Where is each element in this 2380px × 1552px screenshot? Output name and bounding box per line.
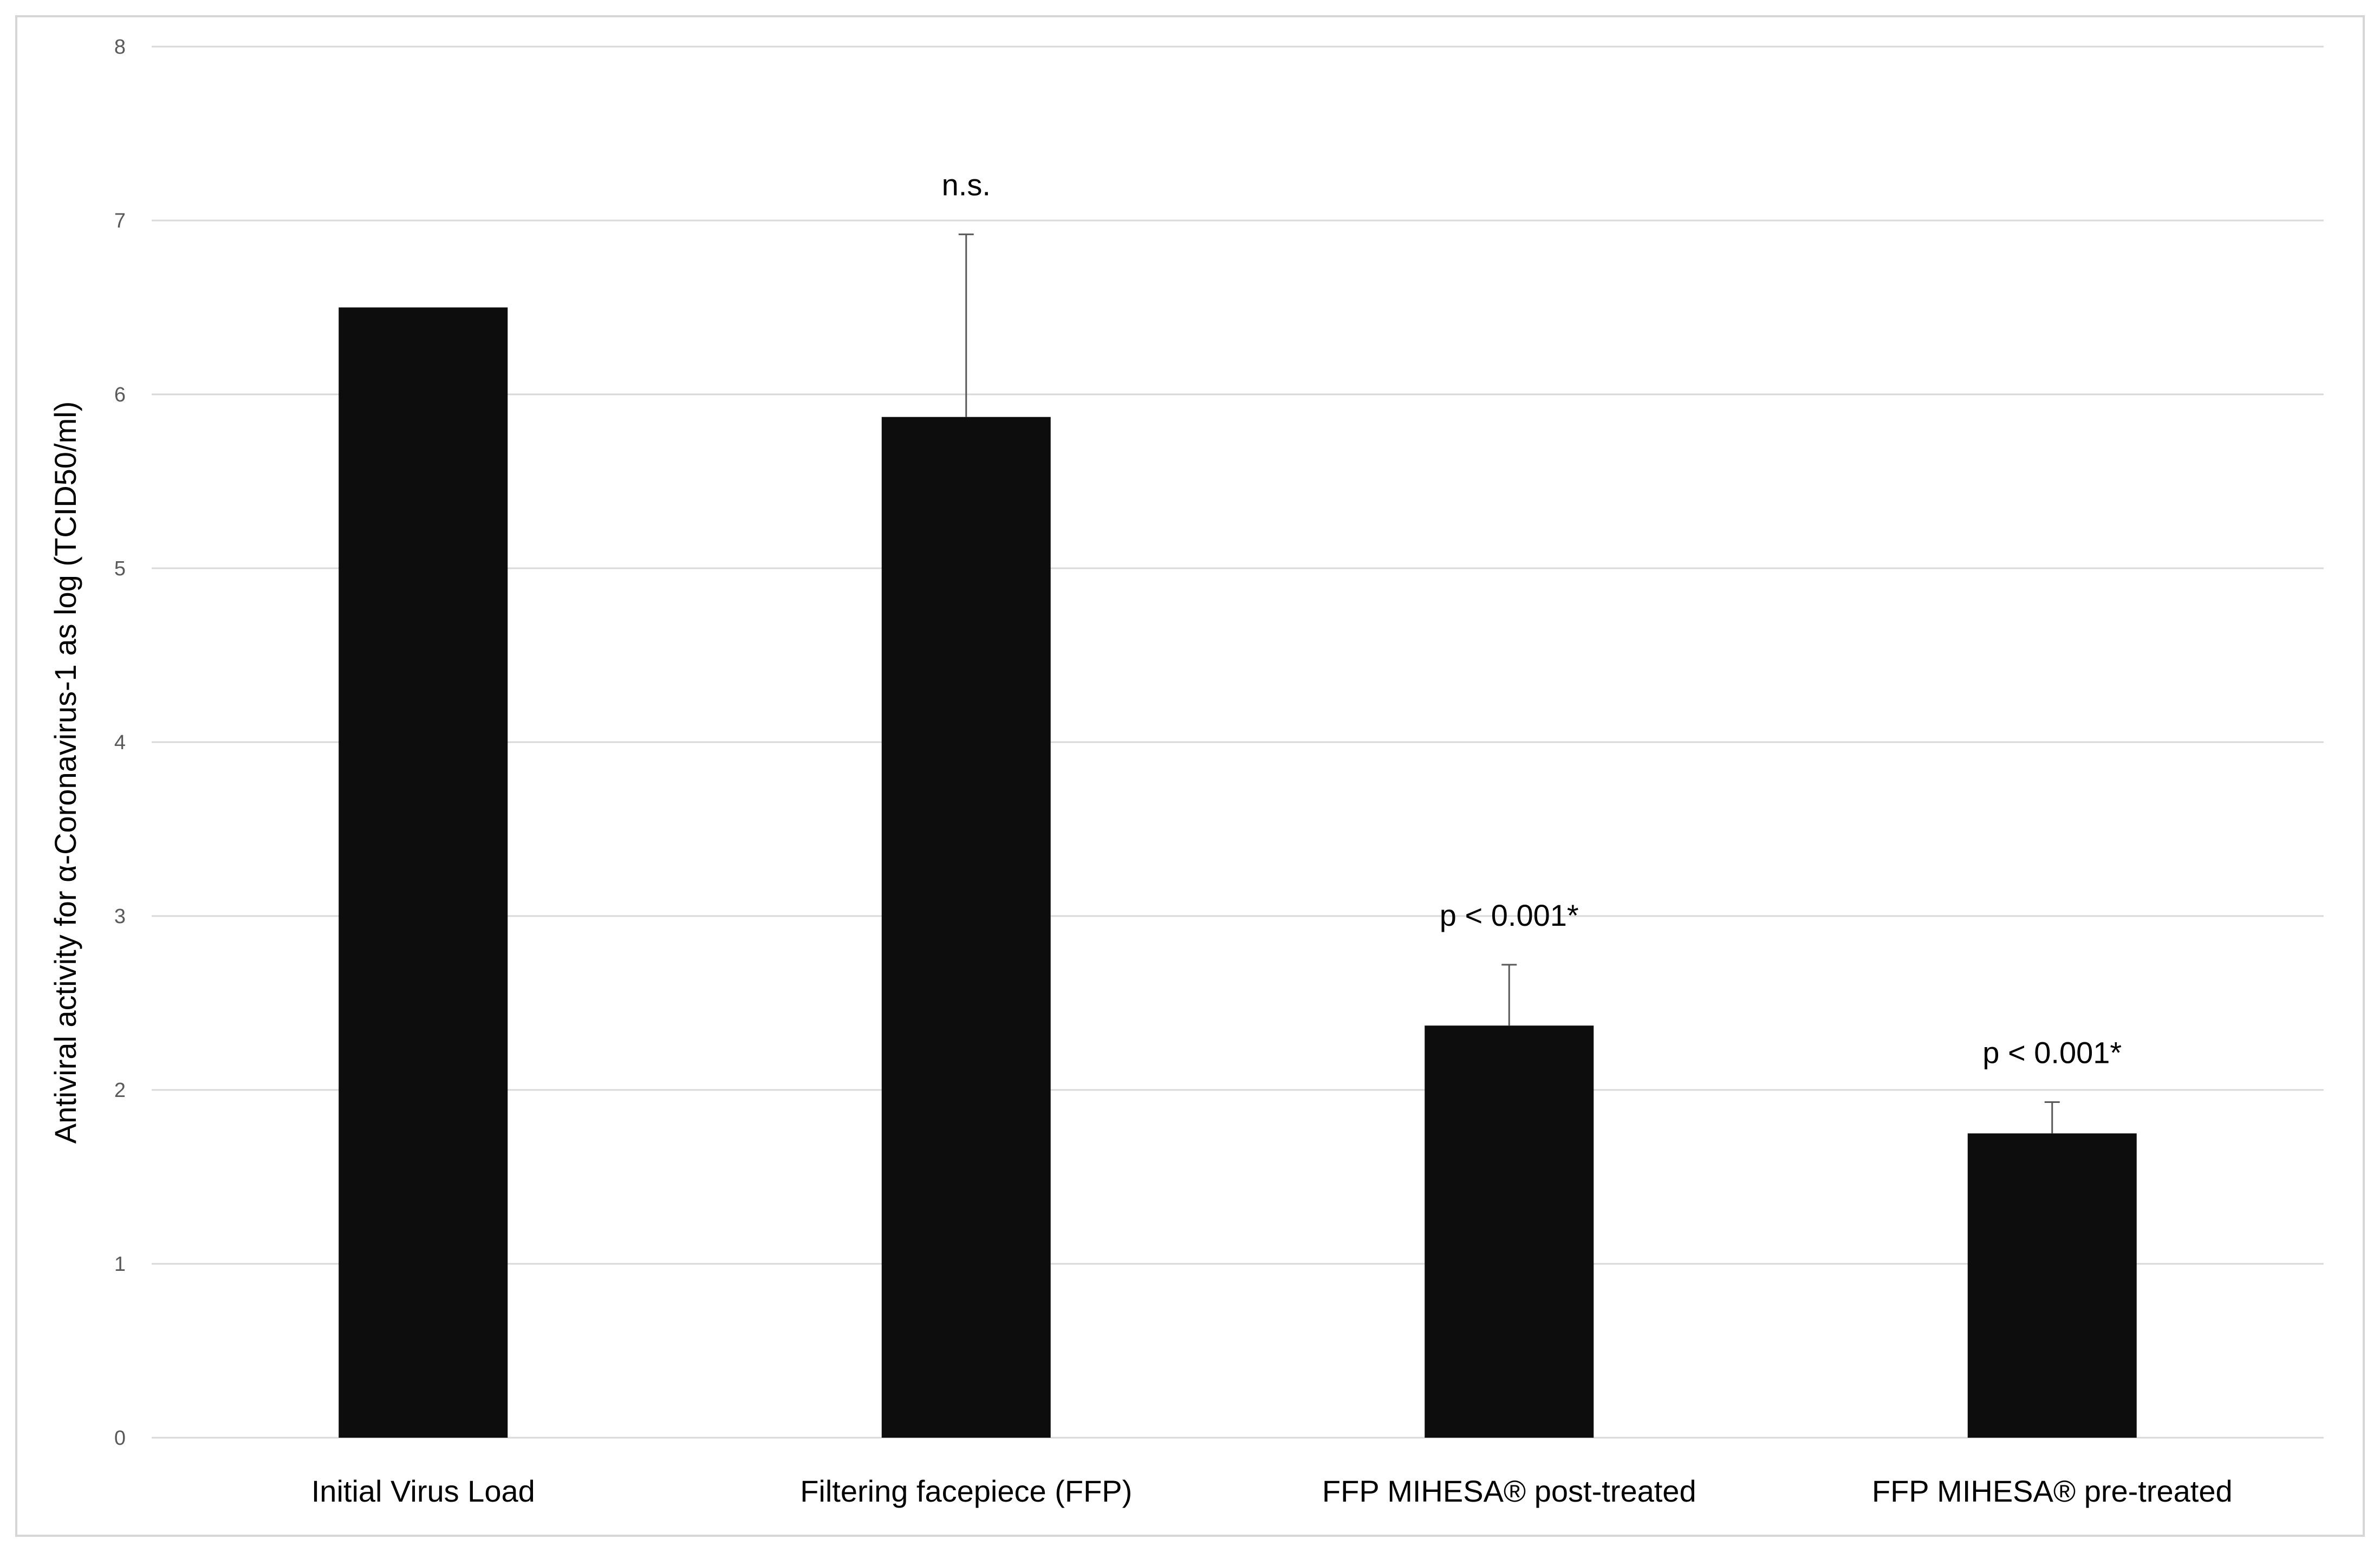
bar <box>1967 1133 2137 1438</box>
y-tick-label: 2 <box>114 1079 126 1102</box>
y-tick-label: 5 <box>114 557 126 580</box>
y-tick-label: 7 <box>114 210 126 232</box>
x-category-label: Initial Virus Load <box>311 1474 535 1508</box>
significance-label: n.s. <box>942 168 991 202</box>
y-tick-label: 8 <box>114 36 126 59</box>
x-category-label: FFP MIHESA® post-treated <box>1322 1474 1696 1508</box>
annotations: n.s. p < 0.001* p < 0.001* <box>942 168 2122 1070</box>
y-axis-title: Antiviral activity for α-Coronavirus-1 a… <box>48 401 82 1144</box>
bar <box>881 417 1051 1438</box>
error-bars <box>958 233 2060 1134</box>
x-category-label: Filtering facepiece (FFP) <box>800 1474 1132 1508</box>
bar <box>1425 1025 1594 1438</box>
significance-label: p < 0.001* <box>1982 1035 2122 1069</box>
x-category-label: FFP MIHESA® pre-treated <box>1872 1474 2233 1508</box>
y-tick-label: 3 <box>114 905 126 928</box>
y-tick-label: 0 <box>114 1427 126 1450</box>
gridlines <box>152 46 2324 1439</box>
y-tick-label: 4 <box>114 731 126 754</box>
x-axis-labels: Initial Virus Load Filtering facepiece (F… <box>311 1474 2233 1508</box>
significance-label: p < 0.001* <box>1440 898 1579 932</box>
bars <box>339 307 2137 1438</box>
bar <box>339 307 508 1438</box>
y-tick-label: 6 <box>114 384 126 406</box>
y-tick-label: 1 <box>114 1253 126 1276</box>
y-axis-ticks: 0 1 2 3 4 5 6 7 8 <box>114 36 126 1450</box>
